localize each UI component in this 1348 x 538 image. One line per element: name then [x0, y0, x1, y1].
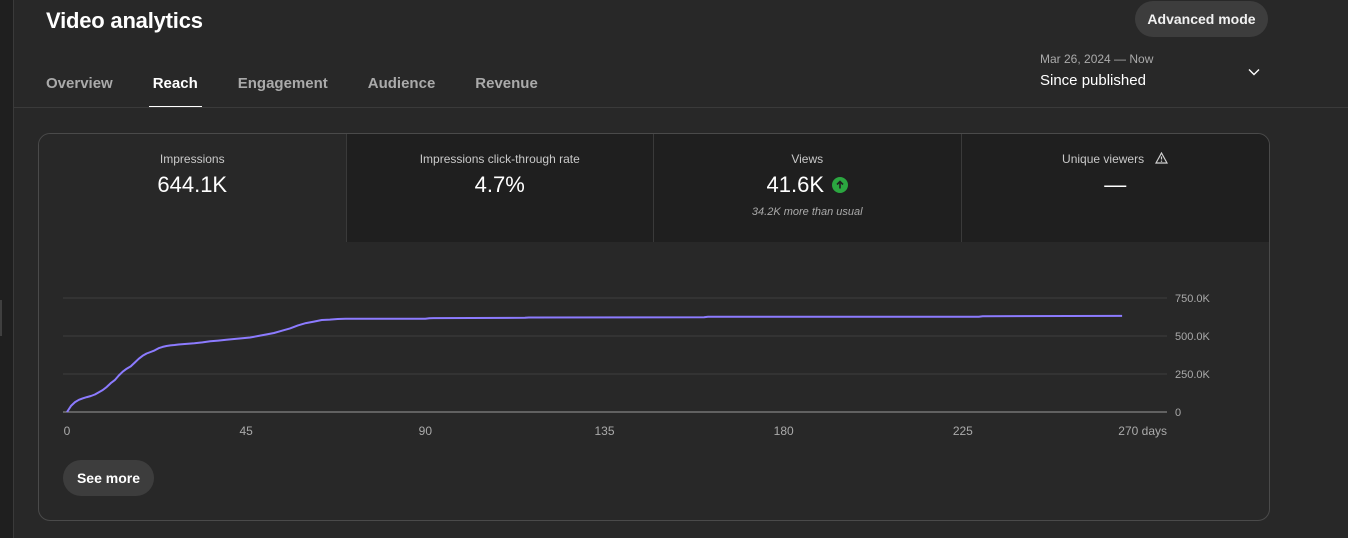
impressions-series-line: [66, 314, 1123, 413]
x-tick-label: 90: [419, 424, 433, 438]
metric-label: Views: [791, 152, 824, 166]
tab-reach[interactable]: Reach: [148, 72, 202, 108]
warning-icon[interactable]: [1155, 152, 1169, 164]
impressions-chart: 750.0K 500.0K 250.0K 0 0 45 90 135 180 225 270 day…: [63, 293, 1211, 438]
page-title: Video analytics: [46, 8, 203, 33]
advanced-mode-button[interactable]: Advanced mode: [1135, 1, 1268, 37]
reach-card: Impressions 644.1K Impressions click-thr…: [38, 133, 1270, 521]
tab-revenue[interactable]: Revenue: [475, 75, 538, 92]
metric-label: Impressions click-through rate: [419, 152, 580, 166]
metric-ctr[interactable]: Impressions click-through rate 4.7%: [346, 134, 654, 242]
y-tick-label: 250.0K: [1175, 369, 1211, 381]
tab-bar: Overview Reach Engagement Audience Reven…: [46, 72, 578, 108]
x-tick-label: 270 days: [1118, 424, 1167, 438]
metric-unique-viewers[interactable]: Unique viewers —: [961, 134, 1269, 242]
metric-value: 644.1K: [157, 172, 228, 197]
metric-note: 34.2K more than usual: [751, 206, 863, 218]
see-more-button[interactable]: See more: [63, 460, 154, 496]
metric-value: 4.7%: [474, 172, 525, 197]
chevron-down-icon: [1248, 69, 1260, 76]
y-tick-label: 750.0K: [1175, 293, 1211, 305]
tab-engagement[interactable]: Engagement: [237, 75, 328, 92]
metric-impressions[interactable]: Impressions 644.1K: [39, 134, 347, 242]
x-tick-label: 180: [774, 424, 794, 438]
metric-label: Impressions: [159, 152, 225, 166]
arrow-up-icon: [832, 177, 848, 193]
y-tick-label: 0: [1175, 407, 1181, 419]
rail-handle[interactable]: [0, 300, 2, 336]
date-range-label: Since published: [1040, 72, 1146, 89]
left-rail: [0, 0, 14, 538]
x-tick-label: 45: [239, 424, 253, 438]
date-range-dates: Mar 26, 2024 — Now: [1040, 52, 1154, 66]
x-tick-label: 135: [594, 424, 614, 438]
metric-label: Unique viewers: [1062, 152, 1145, 166]
x-tick-label: 0: [64, 424, 71, 438]
metric-value: —: [1104, 172, 1127, 197]
tab-overview[interactable]: Overview: [46, 75, 113, 92]
date-range-selector[interactable]: Mar 26, 2024 — Now Since published: [1040, 52, 1268, 96]
header-divider: [14, 107, 1348, 108]
metric-views[interactable]: Views 41.6K 34.2K more than usual: [654, 134, 962, 242]
y-tick-label: 500.0K: [1175, 331, 1211, 343]
tab-audience[interactable]: Audience: [367, 75, 436, 92]
x-tick-label: 225: [953, 424, 973, 438]
metric-value: 41.6K: [766, 172, 825, 197]
metric-tabs: Impressions 644.1K Impressions click-thr…: [39, 134, 1269, 242]
